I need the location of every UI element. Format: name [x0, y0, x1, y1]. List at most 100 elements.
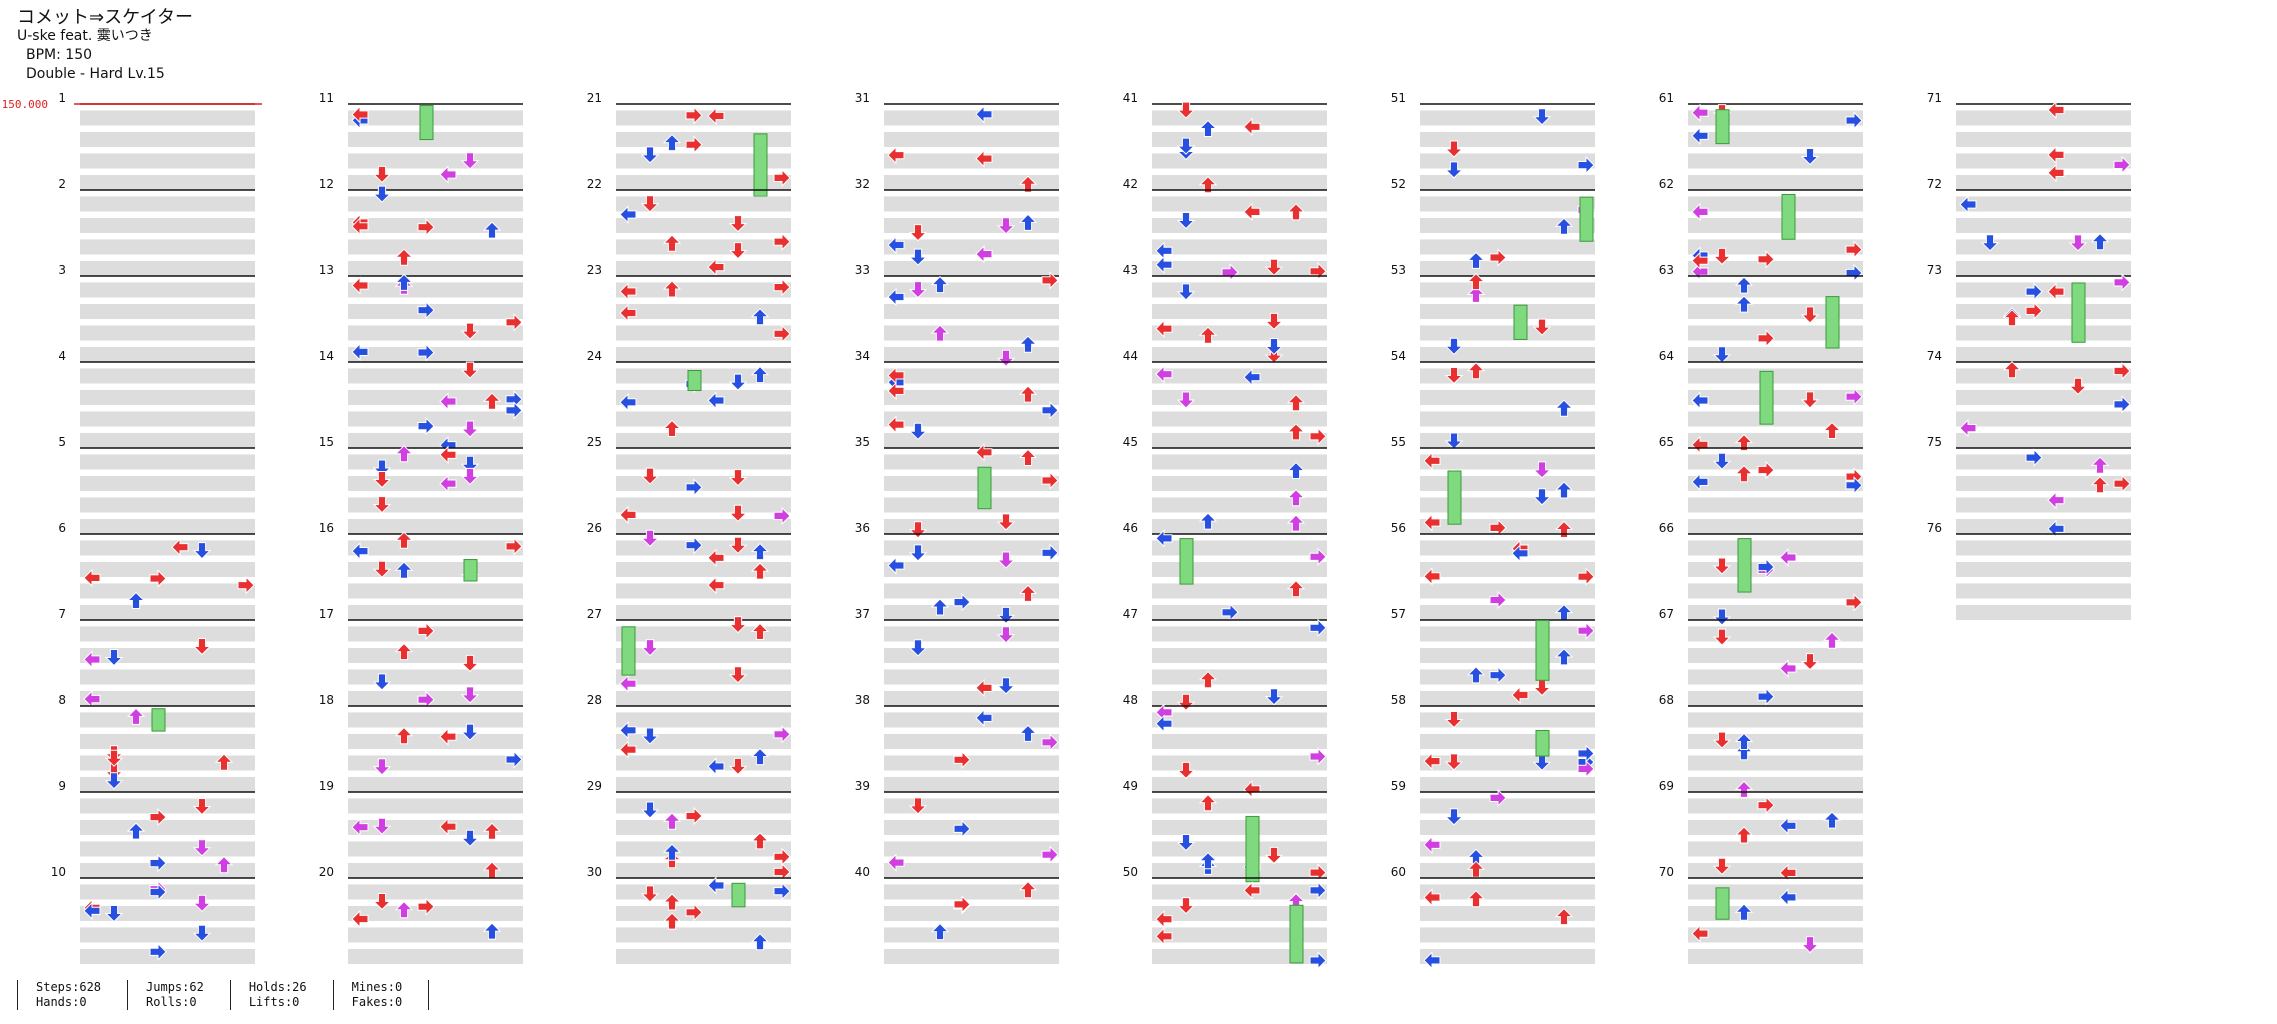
- beat-stripe: [1152, 282, 1327, 298]
- step-arrow: [126, 591, 146, 609]
- hold-note: [1737, 538, 1752, 593]
- beat-stripe: [348, 626, 523, 642]
- step-arrow: [1309, 547, 1327, 567]
- chart-stats: Steps:628 Hands:0 Jumps:62 Rolls:0 Holds…: [17, 980, 430, 1010]
- step-arrow: [394, 273, 414, 291]
- step-arrow: [2068, 234, 2088, 252]
- beat-stripe: [616, 518, 791, 534]
- step-arrow: [1980, 234, 2000, 252]
- beat-stripe: [348, 475, 523, 491]
- step-arrow: [640, 727, 660, 745]
- step-arrow: [996, 551, 1016, 569]
- beat-stripe: [884, 475, 1059, 491]
- step-arrow: [2047, 145, 2065, 165]
- step-arrow: [1712, 247, 1732, 266]
- beat-stripe: [616, 841, 791, 857]
- step-arrow: [1444, 432, 1464, 450]
- step-arrow: [887, 366, 905, 385]
- measure-number: 30: [587, 865, 602, 879]
- measure-number: 64: [1659, 349, 1674, 363]
- hold-note: [1781, 193, 1796, 240]
- step-arrow: [887, 556, 905, 575]
- step-arrow: [1444, 161, 1464, 179]
- step-arrow: [460, 566, 480, 584]
- beat-stripe: [1420, 798, 1595, 814]
- beat-stripe: [616, 712, 791, 728]
- step-arrow: [192, 924, 212, 942]
- step-arrow: [1712, 104, 1732, 122]
- bpm-marker: 150.000: [2, 98, 48, 111]
- step-arrow: [1511, 544, 1529, 563]
- beat-stripe: [1152, 776, 1327, 792]
- step-arrow: [887, 373, 905, 392]
- measure-number: 14: [319, 349, 334, 363]
- beat-stripe: [80, 497, 255, 513]
- step-arrow: [1466, 285, 1486, 303]
- step-arrow: [394, 444, 414, 463]
- step-arrow: [1286, 938, 1306, 956]
- beat-stripe: [1688, 862, 1863, 878]
- beat-stripe: [80, 282, 255, 298]
- beat-stripe: [616, 669, 791, 685]
- beat-stripe: [1152, 325, 1327, 341]
- measure-number: 70: [1659, 865, 1674, 879]
- beat-stripe: [1420, 733, 1595, 749]
- step-arrow: [1691, 392, 1709, 411]
- hold-note: [151, 708, 166, 732]
- step-arrow: [171, 537, 189, 557]
- step-arrow: [887, 287, 905, 307]
- step-arrow: [1577, 567, 1595, 586]
- measure-number: 59: [1391, 779, 1406, 793]
- step-arrow: [996, 349, 1016, 367]
- step-arrow: [930, 598, 950, 616]
- beat-stripe: [1688, 196, 1863, 212]
- step-arrow: [1198, 326, 1218, 344]
- measure-number: 33: [855, 263, 870, 277]
- beat-stripe: [616, 196, 791, 212]
- step-arrow: [908, 248, 928, 266]
- step-arrow: [1286, 514, 1306, 532]
- step-arrow: [439, 445, 457, 465]
- step-arrow: [1018, 175, 1038, 193]
- step-arrow: [149, 942, 167, 962]
- step-arrow: [619, 740, 637, 759]
- step-arrow: [1959, 195, 1977, 214]
- beat-stripe: [884, 346, 1059, 362]
- step-arrow: [750, 622, 770, 640]
- beat-stripe: [348, 712, 523, 728]
- step-arrow: [1176, 693, 1196, 712]
- step-arrow: [773, 881, 791, 901]
- step-arrow: [1041, 271, 1059, 290]
- step-arrow: [1691, 126, 1709, 146]
- step-arrow: [1444, 753, 1464, 771]
- step-arrow: [619, 721, 637, 740]
- step-arrow: [192, 542, 212, 560]
- step-arrow: [394, 642, 414, 661]
- step-arrow: [1018, 724, 1038, 742]
- measure-number: 52: [1391, 177, 1406, 191]
- step-arrow: [908, 521, 928, 539]
- beat-stripe: [1688, 303, 1863, 319]
- step-arrow: [1734, 743, 1754, 761]
- step-arrow: [2025, 282, 2043, 301]
- measure-number: 20: [319, 865, 334, 879]
- step-arrow: [1176, 391, 1196, 409]
- step-arrow: [1423, 951, 1441, 970]
- step-arrow: [83, 901, 101, 921]
- stat-steps: Steps:628: [36, 980, 102, 994]
- step-arrow: [1800, 306, 1820, 324]
- beat-stripe: [348, 862, 523, 878]
- beat-stripe: [616, 583, 791, 599]
- beat-stripe: [1152, 174, 1327, 190]
- measure-number: 37: [855, 607, 870, 621]
- beat-stripe: [1688, 432, 1863, 448]
- beat-stripe: [1152, 733, 1327, 749]
- hold-note: [1579, 196, 1594, 242]
- measure-number: 31: [855, 91, 870, 105]
- step-arrow: [707, 757, 725, 776]
- step-arrow: [482, 861, 502, 879]
- beat-stripe: [1420, 776, 1595, 792]
- beat-stripe: [1420, 948, 1595, 964]
- step-arrow: [149, 853, 167, 873]
- beat-stripe: [884, 282, 1059, 298]
